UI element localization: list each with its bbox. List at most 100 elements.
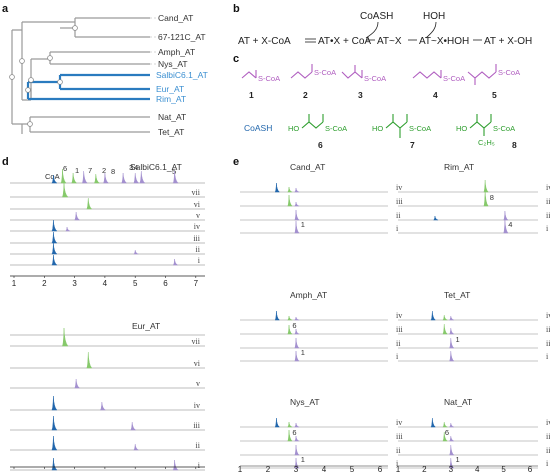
chromatogram-peak	[483, 189, 489, 207]
chromatogram-peak	[100, 401, 106, 411]
x-tick-label: 1	[238, 465, 243, 473]
panel-e: e Cand_ATiviiiiii1Rim_ATiviiiiii84Amph_A…	[233, 156, 550, 473]
row-label: v	[196, 379, 200, 388]
chromatogram-peak	[287, 315, 293, 321]
substrate-numbers-bottom: 6 7 8	[318, 140, 517, 150]
peak-label: 2	[102, 166, 106, 175]
panel-b-label: b	[233, 3, 240, 15]
row-label: i	[546, 224, 549, 233]
taxon-label: Nys_AT	[158, 59, 188, 69]
row-label: v	[196, 211, 200, 220]
chromatogram-peak	[294, 350, 300, 362]
row-label: vii	[192, 337, 201, 346]
cofactor-curve-arrow	[365, 21, 379, 39]
water-label: HOH	[423, 11, 445, 22]
chromatogram-peak	[449, 350, 455, 362]
panel-a-label: a	[2, 3, 9, 15]
panel-c: c S-CoA S-CoA S-CoA S-CoA S-CoA 1 2 3 4 …	[233, 53, 520, 150]
panel-e-label: e	[233, 156, 239, 168]
x-tick-label: 6	[378, 465, 383, 473]
tree-taxa: Cand_AT 67-121C_AT Amph_AT Nys_AT SalbiC…	[156, 13, 208, 137]
scoa-label: S-CoA	[409, 124, 431, 133]
row-label: vi	[194, 359, 201, 368]
x-tick-label: 3	[449, 465, 454, 473]
x-tick-label: 4	[322, 465, 327, 473]
panel-d-label: d	[2, 156, 9, 168]
scoa-label: S-CoA	[258, 74, 280, 83]
chromatogram-peak	[449, 435, 454, 442]
chromatogram-peak	[51, 254, 58, 266]
chromatogram-peak	[81, 170, 88, 184]
substrate-number: 1	[249, 90, 254, 100]
x-tick-label: 5	[501, 465, 506, 473]
row-label: ii	[196, 441, 201, 450]
peak-label: 8	[490, 193, 494, 202]
chromatogram-peak	[274, 310, 281, 321]
x-tick-label: 2	[422, 465, 427, 473]
substrate-numbers-top: 1 2 3 4 5	[249, 90, 497, 100]
row-label: i	[546, 352, 549, 361]
chromatogram-peak	[287, 186, 293, 193]
row-label: i	[396, 224, 399, 233]
chromatogram-peak	[294, 209, 300, 221]
chromatogram-peak	[294, 444, 300, 456]
taxon-label: Cand_AT	[158, 13, 193, 23]
panel-d: d SalbiC6.1_AT Eur_AT CoA 6 1 7 2 8 3 4 …	[2, 156, 205, 471]
chromatogram-peak	[121, 172, 128, 184]
chromatogram-peak	[51, 395, 58, 411]
chromatogram-peak	[430, 310, 437, 321]
d-coa-label: CoA	[45, 172, 60, 181]
substrate-number: 5	[492, 90, 497, 100]
chromatogram-peak	[442, 421, 448, 428]
row-label: ii	[396, 211, 401, 220]
d-traces	[10, 168, 205, 471]
chromatogram-peak	[172, 170, 179, 184]
green-labels: HO S-CoA HO S-CoA HO S-CoA C₂H₅	[288, 124, 515, 147]
x-tick-label: 5	[133, 279, 138, 288]
row-label: iii	[396, 197, 403, 206]
panel-c-label: c	[233, 53, 239, 65]
chromatogram-peak	[294, 220, 300, 234]
substrate-number: 3	[358, 90, 363, 100]
panel-b: b CoASH HOH AT + X-CoA AT•X + CoA AT~X A…	[233, 3, 532, 47]
peak-label: 4	[508, 220, 512, 229]
row-label: iv	[546, 418, 550, 427]
chromatogram-peak	[449, 327, 454, 335]
row-label: i	[396, 459, 399, 468]
chromatogram-peak	[172, 459, 179, 471]
row-label: i	[396, 352, 399, 361]
chromatogram-peak	[442, 323, 449, 335]
scoa-label: S-CoA	[364, 74, 386, 83]
x-tick-label: 2	[266, 465, 271, 473]
x-tick-label: 4	[103, 279, 108, 288]
chromatogram-peak	[51, 242, 58, 255]
equilibrium-arrow	[305, 38, 316, 43]
row-label: iii	[193, 234, 200, 243]
chromatogram-peak	[287, 324, 293, 335]
chromatogram-peak	[94, 173, 101, 184]
ho-label: HO	[288, 124, 299, 133]
chromatogram-peak	[294, 337, 300, 349]
chromatogram-peak	[294, 422, 300, 428]
row-label: iii	[396, 325, 403, 334]
chromatogram-peak	[133, 172, 140, 184]
peak-label: 6	[292, 321, 296, 330]
d-title-1: SalbiC6.1_AT	[130, 162, 182, 172]
chromatogram-peak	[51, 219, 58, 232]
scheme-left: AT + X-CoA	[238, 36, 291, 47]
chromatogram-peak	[294, 201, 300, 207]
green-structures	[301, 114, 492, 138]
peak-label: 7	[88, 166, 92, 175]
chromatogram-peak	[287, 194, 293, 207]
scheme-mid2: AT~X	[377, 36, 402, 47]
chromatogram-peak	[287, 429, 293, 442]
chromatogram-peak	[133, 443, 139, 451]
x-tick-label: 6	[528, 465, 533, 473]
subplot-title: Rim_AT	[444, 162, 474, 172]
scheme-right: AT + X-OH	[484, 36, 532, 47]
tree-nodes	[9, 25, 78, 127]
chromatogram-peak	[51, 174, 58, 184]
substrate-number: 6	[318, 140, 323, 150]
